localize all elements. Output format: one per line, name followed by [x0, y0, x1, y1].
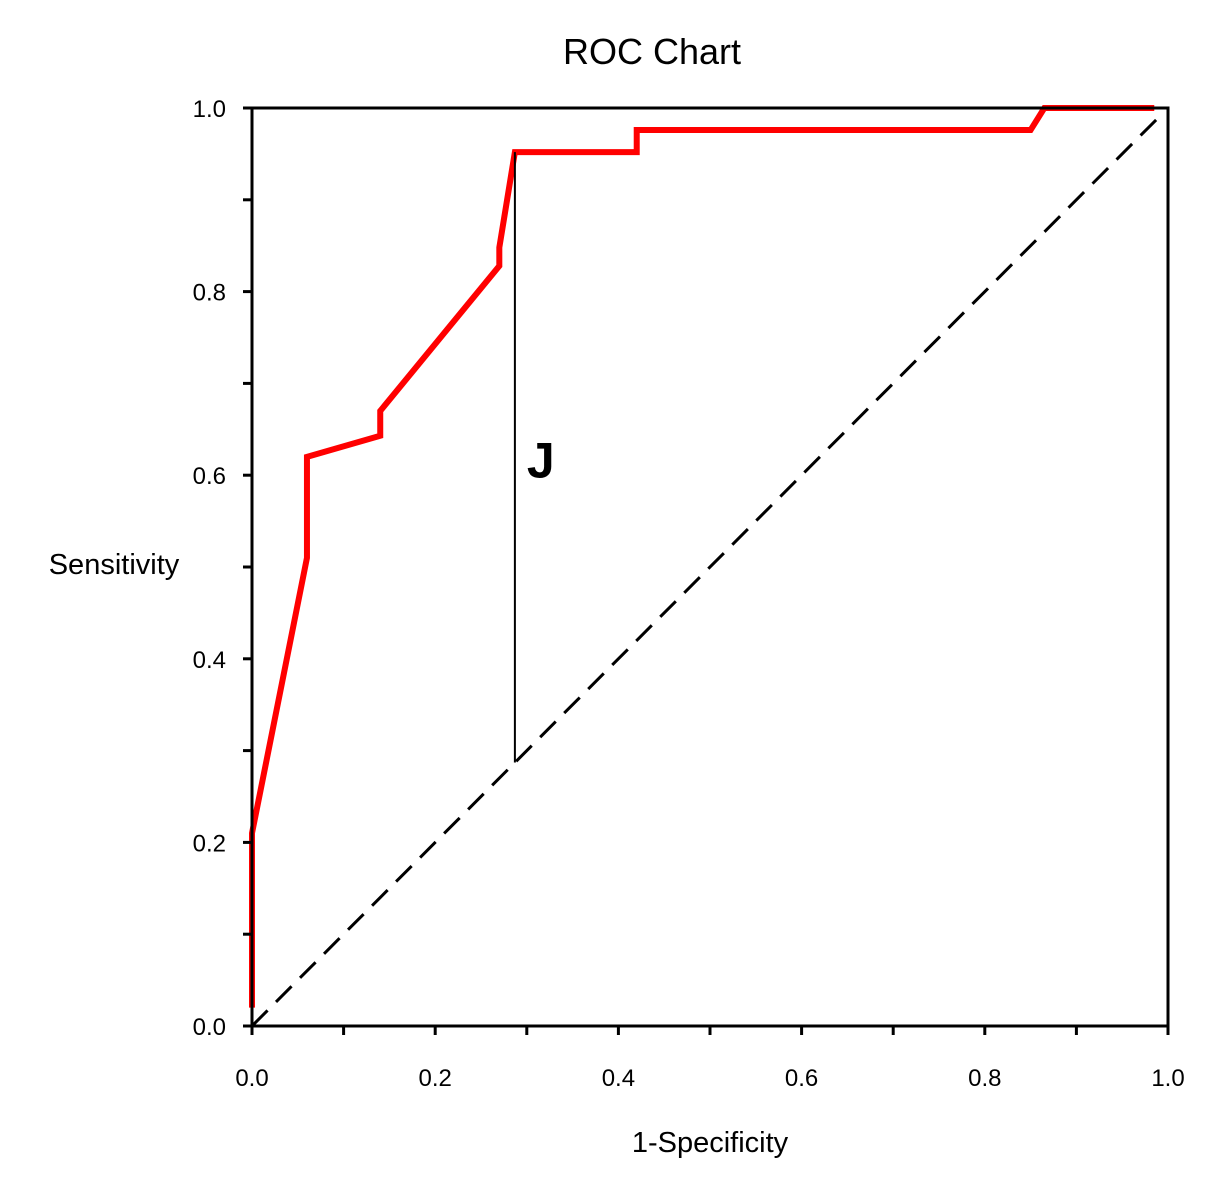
- roc-curve: [249, 105, 1155, 1008]
- chart-title: ROC Chart: [563, 31, 741, 72]
- y-tick-label: 0.0: [193, 1014, 226, 1041]
- y-tick-label: 0.6: [193, 463, 226, 490]
- x-tick-label: 0.0: [235, 1065, 268, 1092]
- x-axis: 0.0 0.2 0.4 0.6 0.8 1.0: [235, 1026, 1185, 1092]
- y-axis: 0.0 0.2 0.4 0.6 0.8 1.0: [193, 96, 252, 1041]
- y-tick-label: 0.8: [193, 280, 226, 307]
- youden-j-label: J: [527, 432, 555, 488]
- x-axis-title: 1-Specificity: [632, 1127, 789, 1159]
- y-tick-label: 0.4: [193, 647, 226, 674]
- y-tick-label: 1.0: [193, 96, 226, 123]
- y-tick-label: 0.2: [193, 830, 226, 857]
- x-tick-label: 0.4: [602, 1065, 635, 1092]
- x-tick-label: 0.6: [785, 1065, 818, 1092]
- x-tick-label: 0.8: [968, 1065, 1001, 1092]
- x-tick-label: 0.2: [419, 1065, 452, 1092]
- y-axis-title: Sensitivity: [49, 549, 180, 581]
- reference-line: [250, 116, 1160, 1028]
- x-tick-label: 1.0: [1151, 1065, 1184, 1092]
